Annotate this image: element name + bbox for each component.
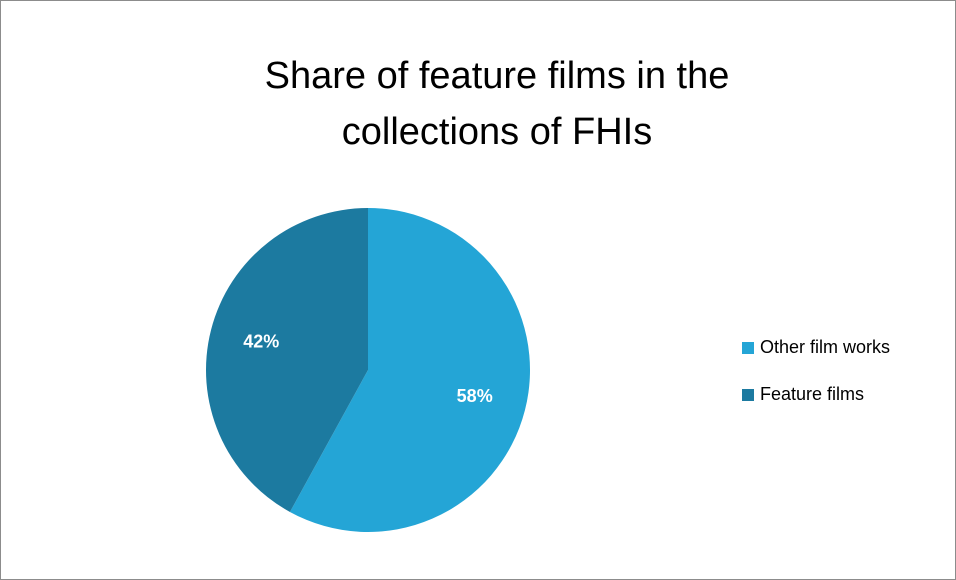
pie-slice: [205, 208, 368, 512]
legend-swatch: [742, 342, 754, 354]
legend-label: Other film works: [760, 337, 890, 357]
legend-swatch: [742, 389, 754, 401]
pie-slice: [289, 208, 530, 532]
chart-title: Share of feature films in the collection…: [264, 55, 730, 153]
data-label: 58%: [457, 386, 493, 406]
data-label: 42%: [243, 331, 279, 351]
legend-label: Feature films: [760, 384, 864, 404]
